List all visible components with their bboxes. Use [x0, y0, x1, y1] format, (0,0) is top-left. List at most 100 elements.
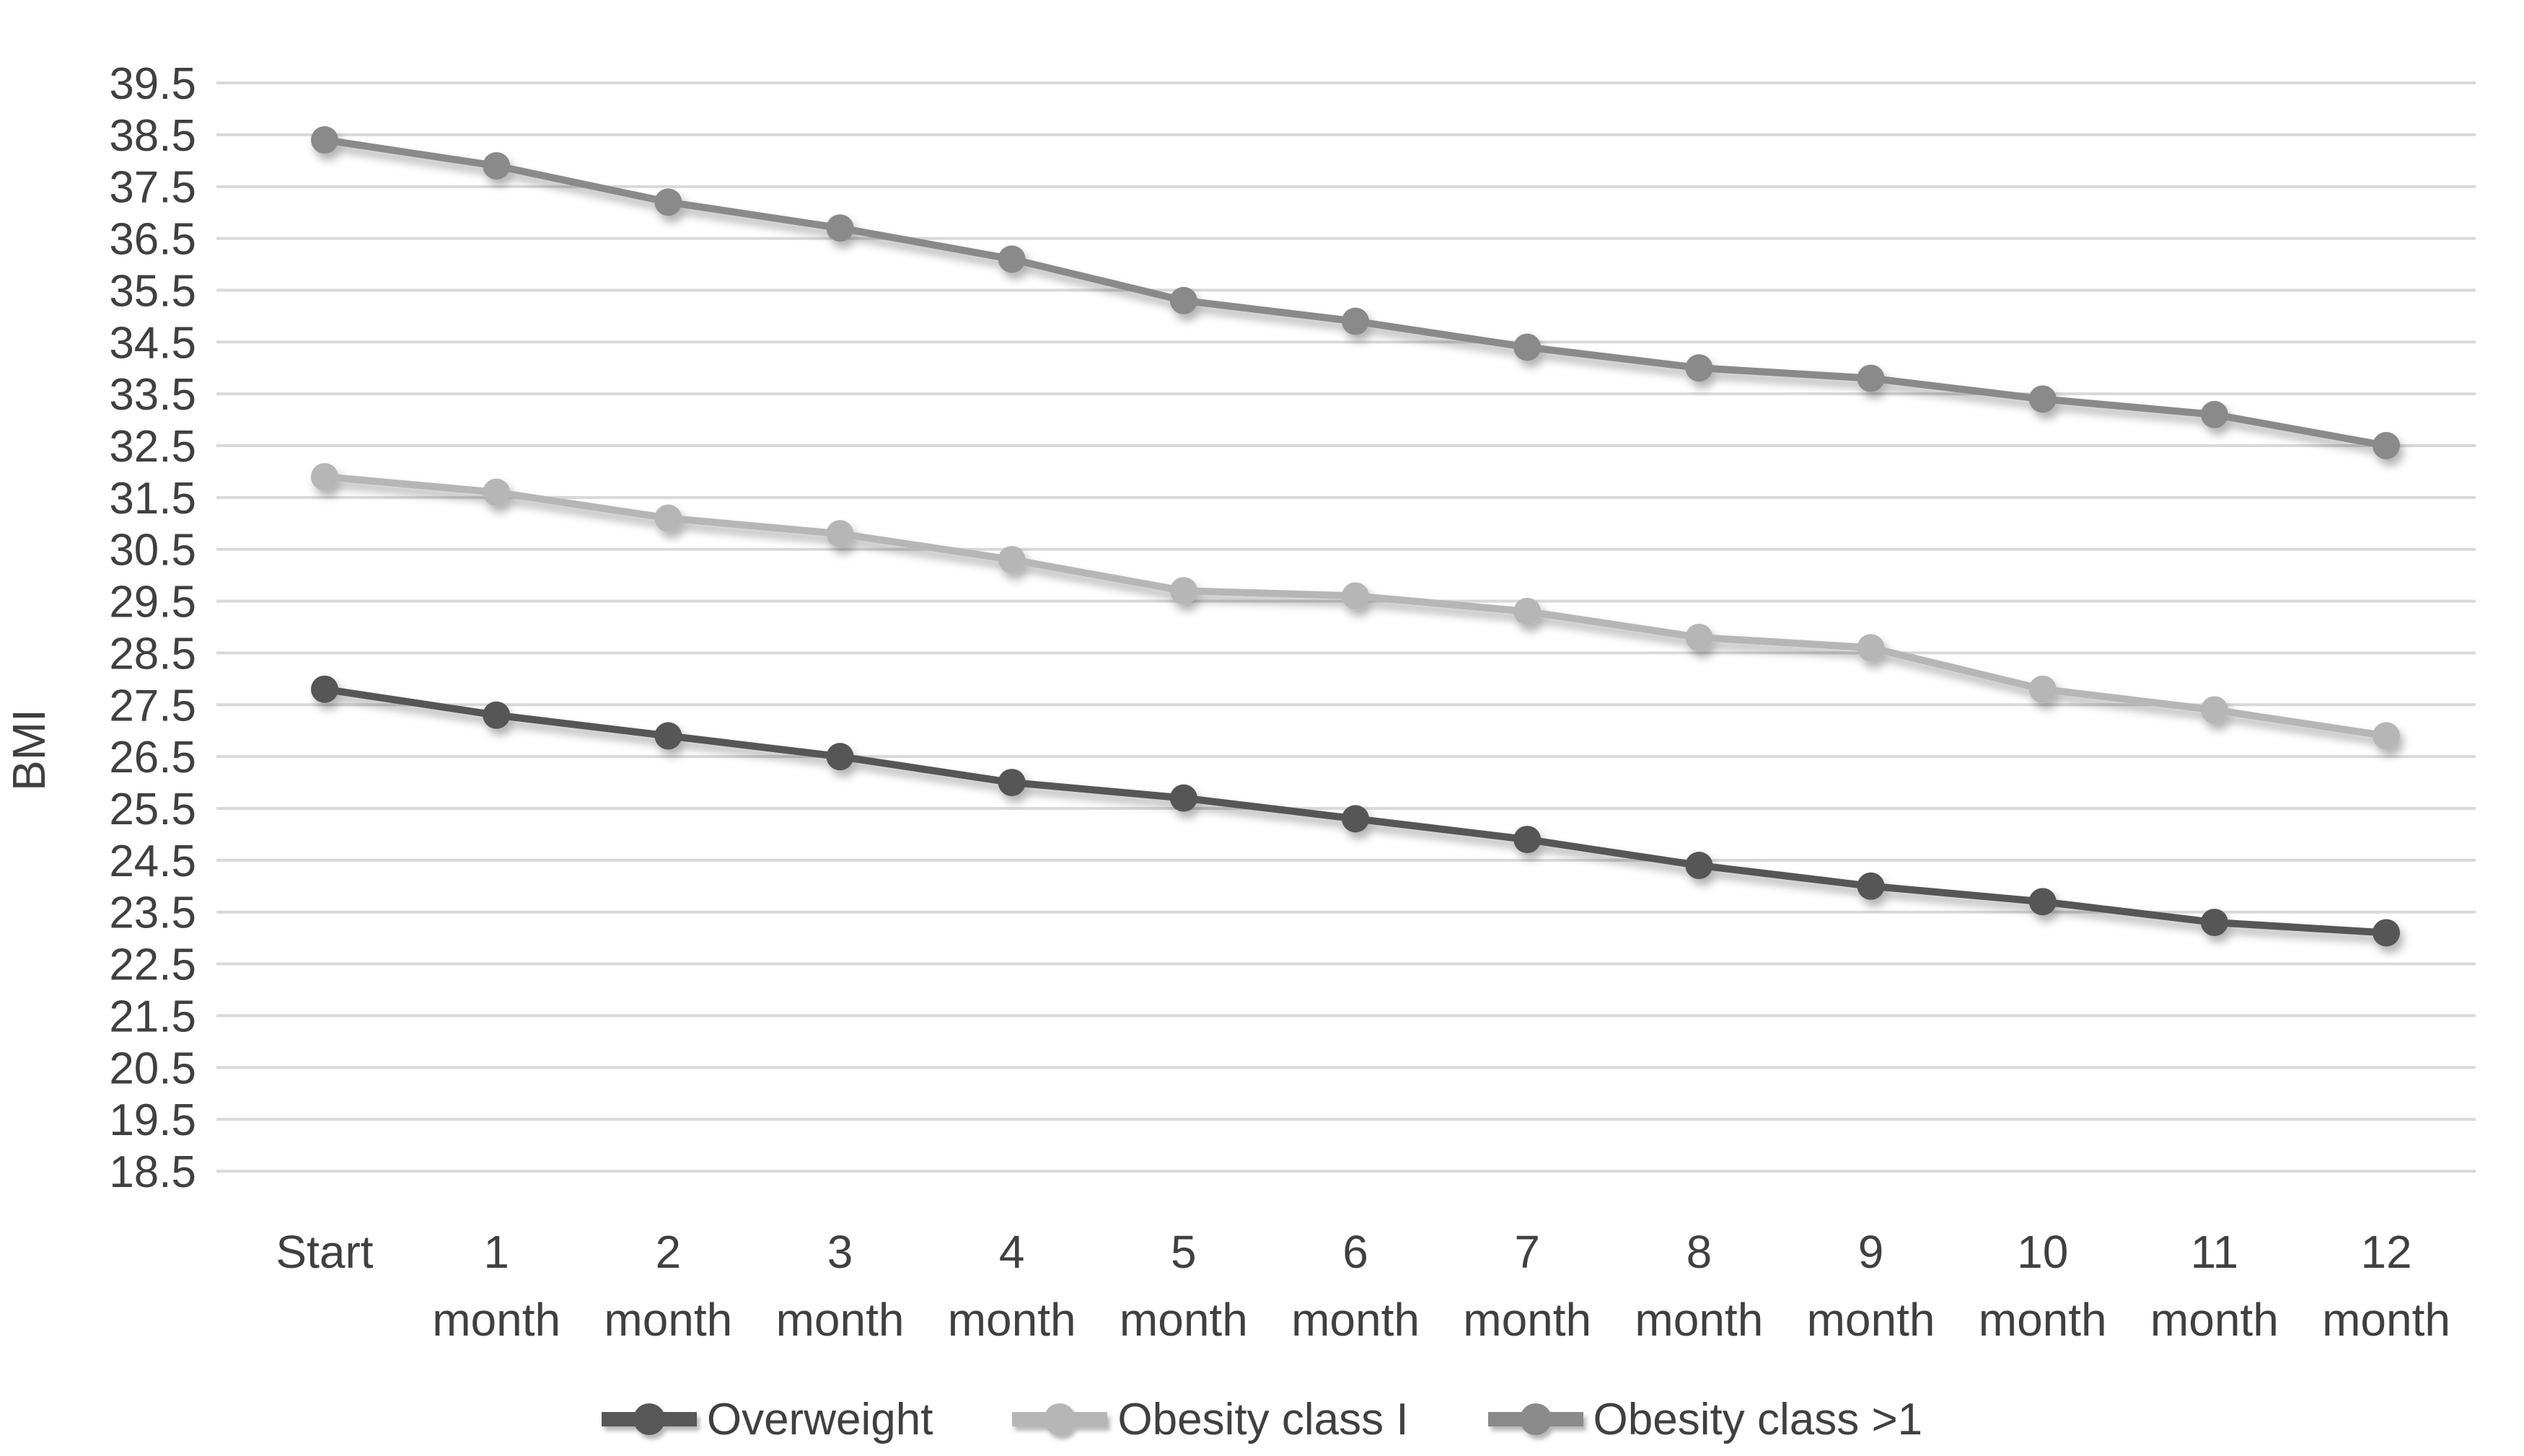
data-point-marker [654, 722, 682, 750]
x-axis-category-label: 6 [1342, 1226, 1368, 1278]
data-point-marker [1857, 872, 1885, 900]
y-axis-tick-label: 29.5 [109, 578, 196, 627]
y-axis-tick-label: 33.5 [109, 370, 196, 420]
data-point-marker [2200, 909, 2228, 937]
data-point-marker [2200, 400, 2228, 428]
x-axis-category-label-unit: month [1291, 1294, 1420, 1346]
data-point-marker [654, 188, 682, 216]
data-point-marker [2028, 385, 2057, 413]
x-axis-category-label-unit: month [948, 1294, 1076, 1346]
legend-marker-icon [633, 1403, 665, 1435]
x-axis-category-labels: Start 1 month 2 month 3 month 4 month 5 month 6 mont… [276, 1226, 2450, 1346]
legend-line-marker-icon [1487, 1402, 1583, 1437]
x-axis-category-label: 4 [999, 1226, 1025, 1278]
x-axis-category-label: 5 [1171, 1226, 1197, 1278]
data-point-marker [483, 151, 511, 180]
data-point-marker [1342, 582, 1370, 610]
data-point-marker [311, 675, 338, 703]
x-axis-category-label-unit: month [2150, 1294, 2279, 1346]
data-point-marker [1685, 354, 1713, 382]
data-point-marker [1685, 852, 1713, 880]
legend-line-marker-icon [1012, 1402, 1108, 1437]
y-axis-tick-label: 23.5 [109, 888, 196, 938]
x-axis-category-label: 7 [1514, 1226, 1540, 1278]
data-point-marker [998, 769, 1026, 797]
x-axis-category-label-unit: month [776, 1294, 905, 1346]
data-point-marker [998, 546, 1026, 574]
y-axis-tick-label: 34.5 [109, 318, 196, 368]
x-axis-category-label: 8 [1687, 1226, 1712, 1278]
y-axis-tick-label: 30.5 [109, 526, 196, 575]
data-point-marker [2200, 696, 2228, 724]
x-axis-category-label-unit: month [1807, 1294, 1935, 1346]
data-point-marker [2373, 722, 2401, 750]
legend-label: Obesity class >1 [1593, 1394, 1923, 1444]
data-point-marker [826, 743, 854, 771]
gridlines-group [216, 81, 2476, 1173]
y-axis-tick-label: 32.5 [109, 422, 196, 472]
legend-marker-icon [1044, 1403, 1076, 1435]
data-point-marker [998, 245, 1026, 273]
x-axis-category-label-unit: month [2322, 1294, 2450, 1346]
data-point-marker [311, 126, 338, 154]
x-axis-category-label-unit: month [1979, 1294, 2107, 1346]
x-axis-category-label: Start [276, 1226, 373, 1278]
data-point-marker [1513, 826, 1542, 854]
legend-marker-icon [1519, 1403, 1552, 1435]
data-point-marker [2373, 919, 2401, 947]
data-point-marker [1342, 307, 1370, 335]
x-axis-category-label: 10 [2017, 1226, 2068, 1278]
y-axis-tick-label: 39.5 [109, 59, 196, 109]
x-axis-category-label: 12 [2360, 1226, 2411, 1278]
x-axis-category-label: 9 [1858, 1226, 1884, 1278]
x-axis-category-label: 11 [2191, 1226, 2238, 1278]
y-axis-tick-label: 38.5 [109, 111, 196, 161]
y-axis-tick-label: 25.5 [109, 785, 196, 834]
series-overweight [311, 675, 2401, 947]
legend-label: Obesity class I [1117, 1394, 1409, 1444]
y-axis-tick-label: 37.5 [109, 163, 196, 213]
y-axis-tick-label: 27.5 [109, 681, 196, 731]
x-axis-category-label-unit: month [604, 1294, 732, 1346]
legend-item-obesity-class-1: Obesity class >1 [1487, 1394, 1923, 1445]
legend-line-marker-icon [601, 1402, 697, 1437]
data-point-marker [1685, 623, 1713, 651]
y-axis-tick-label: 35.5 [109, 266, 196, 316]
y-axis-tick-label: 36.5 [109, 215, 196, 265]
x-axis-category-label: 1 [483, 1226, 509, 1278]
data-point-marker [2028, 888, 2057, 916]
x-axis-category-label-unit: month [1635, 1294, 1763, 1346]
y-axis-title: BMI [3, 709, 55, 791]
data-point-marker [1857, 364, 1885, 392]
y-axis-tick-label: 18.5 [109, 1147, 196, 1197]
data-point-marker [826, 520, 854, 548]
data-point-marker [1169, 577, 1197, 605]
legend-item-overweight: Overweight [601, 1394, 933, 1445]
y-axis-tick-label: 19.5 [109, 1095, 196, 1145]
x-axis-category-label: 2 [656, 1226, 682, 1278]
legend-item-obesity-class-i: Obesity class I [1012, 1394, 1409, 1445]
data-point-marker [1342, 805, 1370, 833]
y-axis-tick-label: 22.5 [109, 940, 196, 990]
chart-legend: Overweight Obesity class I Obesity class >… [0, 1376, 2524, 1456]
data-point-marker [2028, 675, 2057, 703]
data-point-marker [311, 463, 338, 491]
data-point-marker [1857, 634, 1885, 662]
data-point-marker [1513, 333, 1542, 361]
data-point-marker [2373, 432, 2401, 459]
data-point-marker [826, 214, 854, 242]
y-axis-tick-label: 31.5 [109, 474, 196, 524]
y-axis-tick-label: 20.5 [109, 1044, 196, 1093]
x-axis-category-label-unit: month [1463, 1294, 1591, 1346]
data-point-marker [1513, 597, 1542, 625]
legend-label: Overweight [706, 1394, 933, 1444]
data-point-marker [1169, 784, 1197, 812]
data-point-marker [1169, 286, 1197, 314]
y-axis-tick-label: 21.5 [109, 992, 196, 1041]
x-axis-category-label-unit: month [1120, 1294, 1248, 1346]
series-obesity-class-1 [311, 126, 2401, 459]
data-point-marker [483, 478, 511, 506]
data-point-marker [483, 701, 511, 729]
